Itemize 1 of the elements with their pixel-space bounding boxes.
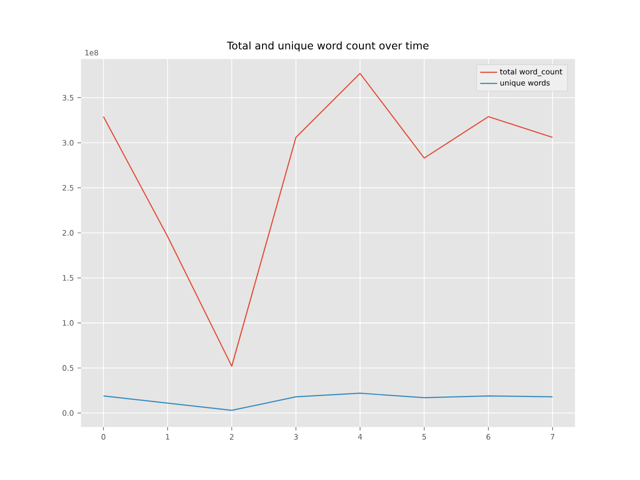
chart-title: Total and unique word count over time: [226, 41, 429, 52]
